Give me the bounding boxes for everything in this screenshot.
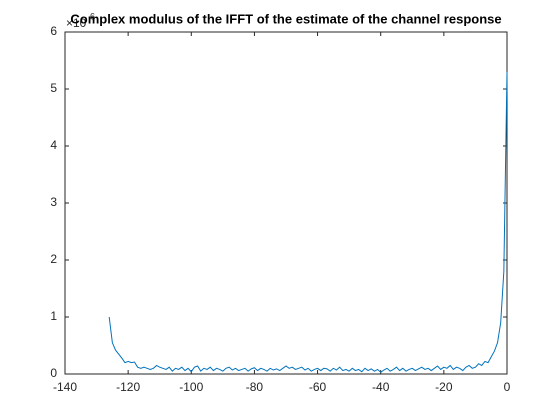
y-tick-label: 6 bbox=[50, 24, 57, 38]
y-tick-label: 2 bbox=[50, 252, 57, 266]
x-tick-label: -80 bbox=[246, 380, 264, 394]
x-tick-label: -40 bbox=[372, 380, 390, 394]
y-tick-label: 0 bbox=[50, 366, 57, 380]
y-tick-label: 4 bbox=[50, 138, 57, 152]
x-tick-label: -100 bbox=[179, 380, 203, 394]
x-tick-label: -20 bbox=[435, 380, 453, 394]
x-tick-label: 0 bbox=[504, 380, 511, 394]
x-tick-label: -140 bbox=[53, 380, 77, 394]
x-tick-label: -120 bbox=[116, 380, 140, 394]
y-tick-label: 5 bbox=[50, 81, 57, 95]
y-multiplier-exponent: 6 bbox=[90, 11, 95, 21]
y-multiplier: ×10 bbox=[66, 16, 87, 30]
chart-title: Complex modulus of the IFFT of the estim… bbox=[70, 11, 501, 26]
x-tick-label: -60 bbox=[309, 380, 327, 394]
y-tick-label: 1 bbox=[50, 309, 57, 323]
y-tick-label: 3 bbox=[50, 195, 57, 209]
data-line bbox=[108, 71, 508, 373]
